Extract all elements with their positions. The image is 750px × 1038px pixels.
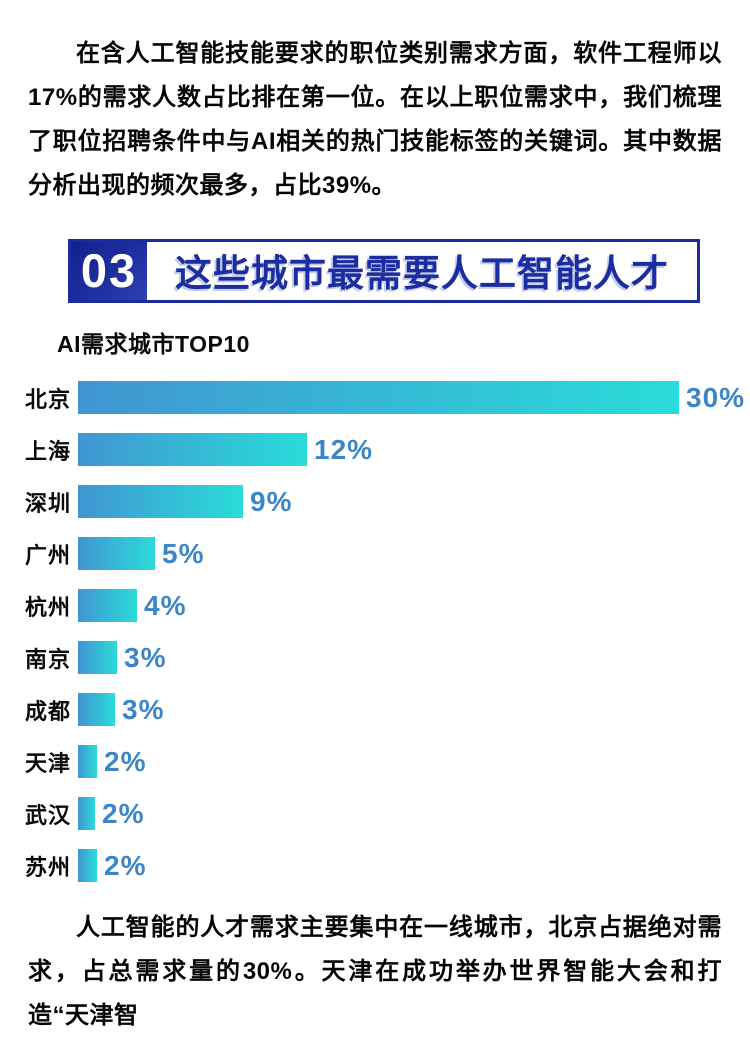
value-label: 4% bbox=[144, 589, 187, 621]
closing-paragraph: 人工智能的人才需求主要集中在一线城市，北京占据绝对需求，占总需求量的30%。天津… bbox=[28, 914, 722, 1029]
chart-row: 北京 30% bbox=[0, 381, 750, 414]
bar bbox=[78, 693, 115, 726]
section-number-badge: 03 bbox=[71, 242, 147, 300]
value-label: 2% bbox=[104, 745, 147, 777]
chart-row: 南京 3% bbox=[0, 641, 750, 674]
value-label: 3% bbox=[124, 641, 167, 673]
value-label: 2% bbox=[104, 849, 147, 881]
value-label: 30% bbox=[686, 381, 746, 413]
city-label: 成都 bbox=[25, 698, 72, 724]
chart-title: AI需求城市TOP10 bbox=[57, 331, 250, 357]
bar bbox=[78, 745, 97, 778]
bar bbox=[78, 641, 117, 674]
bar bbox=[78, 537, 155, 570]
city-label: 北京 bbox=[25, 386, 72, 412]
value-label: 9% bbox=[250, 485, 293, 517]
chart-row: 武汉 2% bbox=[0, 797, 750, 830]
value-label: 12% bbox=[314, 433, 374, 465]
bar bbox=[78, 589, 137, 622]
city-label: 杭州 bbox=[25, 594, 72, 620]
bar bbox=[78, 849, 97, 882]
city-label: 南京 bbox=[25, 646, 72, 672]
city-label: 广州 bbox=[25, 542, 72, 568]
bar bbox=[78, 381, 679, 414]
bar-chart: 北京 30% 上海 12% 深圳 9% 广州 5% 杭州 4% 南京 3% 成都 3% 天津 2% 武汉 2% 苏州… bbox=[0, 381, 750, 882]
chart-row: 杭州 4% bbox=[0, 589, 750, 622]
bar bbox=[78, 433, 307, 466]
chart-row: 深圳 9% bbox=[0, 485, 750, 518]
bar bbox=[78, 485, 243, 518]
chart-row: 成都 3% bbox=[0, 693, 750, 726]
value-label: 5% bbox=[162, 537, 205, 569]
city-label: 深圳 bbox=[25, 490, 72, 516]
chart-row: 天津 2% bbox=[0, 745, 750, 778]
city-label: 武汉 bbox=[25, 802, 72, 828]
city-label: 苏州 bbox=[25, 854, 72, 880]
section-number: 03 bbox=[80, 243, 138, 297]
section-header: 03 这些城市最需要人工智能人才 bbox=[68, 239, 700, 303]
chart-row: 广州 5% bbox=[0, 537, 750, 570]
section-title: 这些城市最需要人工智能人才 bbox=[175, 252, 669, 294]
city-label: 上海 bbox=[25, 438, 72, 464]
value-label: 2% bbox=[102, 797, 145, 829]
bar bbox=[78, 797, 95, 830]
value-label: 3% bbox=[122, 693, 165, 725]
chart-row: 苏州 2% bbox=[0, 849, 750, 882]
infographic-page: 在含人工智能技能要求的职位类别需求方面，软件工程师以17%的需求人数占比排在第一… bbox=[0, 32, 750, 1038]
chart-row: 上海 12% bbox=[0, 433, 750, 466]
city-label: 天津 bbox=[25, 750, 72, 776]
intro-paragraph: 在含人工智能技能要求的职位类别需求方面，软件工程师以17%的需求人数占比排在第一… bbox=[28, 40, 722, 199]
